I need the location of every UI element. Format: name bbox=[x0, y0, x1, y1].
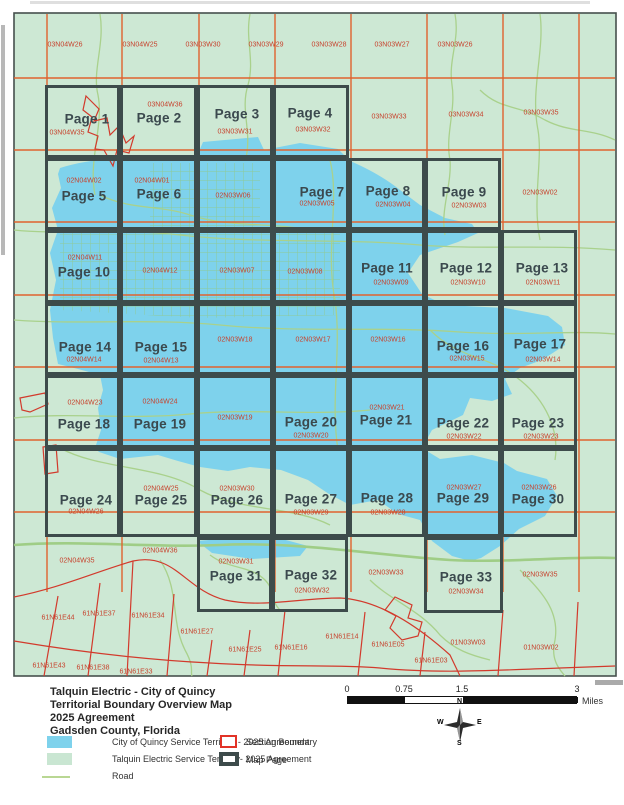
legend-quincy-label: City of Quincy Service Territory - 2025 … bbox=[112, 737, 310, 747]
roads bbox=[13, 13, 616, 677]
compass-e: E bbox=[477, 719, 482, 726]
compass-s: S bbox=[457, 740, 462, 747]
scale-unit-label: Miles bbox=[582, 696, 604, 706]
legend-road-label: Road bbox=[112, 771, 134, 781]
legend-map-page-label: Map Page bbox=[246, 755, 288, 765]
compass-n: N bbox=[457, 698, 463, 705]
map-county: Gadsden County, Florida bbox=[50, 725, 180, 737]
quincy-territory-swatch bbox=[47, 736, 72, 748]
compass-star-icon bbox=[444, 708, 476, 742]
section-boundary-swatch bbox=[220, 735, 237, 748]
compass-w: W bbox=[437, 719, 444, 726]
scale-bar-track bbox=[347, 696, 578, 704]
scale-tick-label: 1.5 bbox=[455, 684, 469, 694]
map-page-swatch bbox=[219, 752, 239, 766]
scale-tick-label: 3 bbox=[574, 684, 580, 694]
red-section-boundaries bbox=[13, 94, 616, 677]
map-agreement: 2025 Agreement bbox=[50, 712, 135, 724]
scale-tick-label: 0 bbox=[344, 684, 350, 694]
compass-rose: N S E W bbox=[437, 698, 482, 748]
scale-bar: 0 0.75 1.5 3 Miles bbox=[344, 684, 607, 708]
scan-artifact bbox=[30, 1, 590, 4]
scale-tick-label: 0.75 bbox=[395, 684, 413, 694]
scale-ticks: 0 0.75 1.5 3 bbox=[344, 684, 580, 694]
talquin-territory-swatch bbox=[47, 753, 72, 765]
map-title: Talquin Electric - City of Quincy bbox=[50, 686, 216, 698]
road-swatch bbox=[42, 776, 70, 778]
legend-section-boundary-label: Section Boundary bbox=[246, 737, 318, 747]
map-subtitle: Territorial Boundary Overview Map bbox=[50, 699, 232, 711]
legend-talquin-label: Talquin Electric Service Territory- 2025… bbox=[112, 754, 312, 764]
scan-artifact bbox=[1, 25, 5, 255]
